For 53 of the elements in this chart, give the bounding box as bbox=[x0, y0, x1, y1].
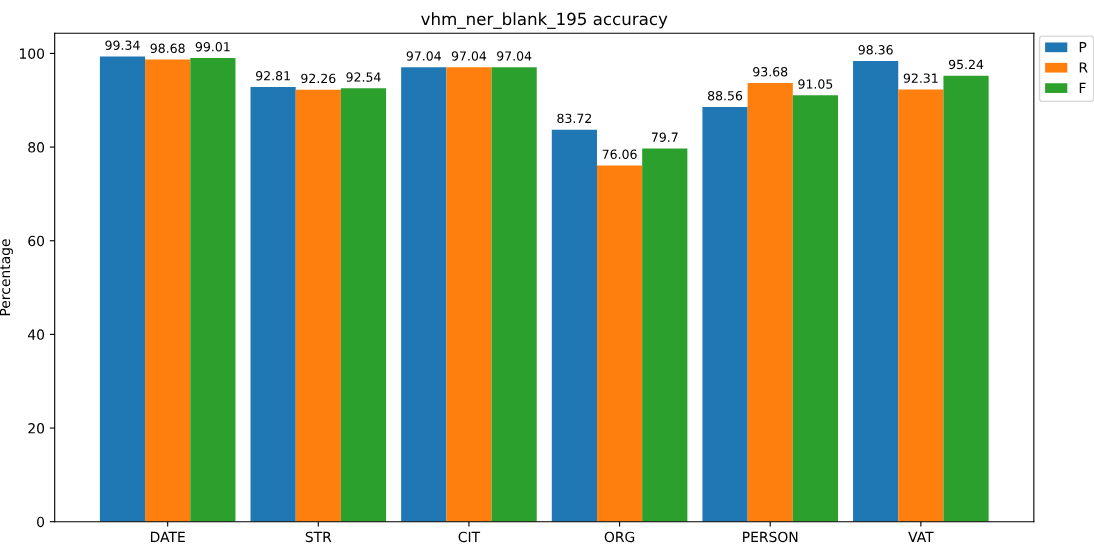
x-tick-label: ORG bbox=[604, 531, 635, 543]
data-label: 88.56 bbox=[707, 90, 743, 101]
data-label: 99.01 bbox=[195, 42, 230, 52]
bar bbox=[446, 67, 492, 522]
y-tick-label: 40 bbox=[27, 329, 45, 340]
y-axis-title: Percentage bbox=[0, 239, 13, 316]
bar bbox=[491, 67, 537, 522]
y-tick-label: 100 bbox=[19, 48, 45, 59]
y-tick-label: 60 bbox=[28, 235, 45, 247]
data-label: 98.68 bbox=[150, 43, 185, 54]
y-tick-label: 80 bbox=[28, 142, 45, 153]
data-label: 93.68 bbox=[753, 66, 788, 77]
chart-title: vhm_ner_blank_195 accuracy bbox=[421, 12, 668, 29]
data-label: 79.7 bbox=[651, 132, 678, 142]
data-label: 95.24 bbox=[948, 59, 984, 70]
data-label: 91.05 bbox=[798, 79, 833, 89]
y-tick-label: 20 bbox=[28, 423, 45, 434]
legend-label: F bbox=[1079, 82, 1086, 93]
data-label: 76.06 bbox=[602, 149, 637, 159]
bar bbox=[642, 148, 688, 522]
bar bbox=[99, 56, 146, 522]
data-label: 83.72 bbox=[557, 113, 592, 124]
bar bbox=[943, 75, 989, 522]
y-tick-label: 0 bbox=[37, 516, 45, 528]
data-label: 97.04 bbox=[451, 51, 487, 61]
bar bbox=[898, 89, 944, 522]
data-label: 99.34 bbox=[105, 40, 140, 50]
bar bbox=[596, 165, 643, 522]
data-label: 97.04 bbox=[497, 51, 532, 61]
x-tick-label: DATE bbox=[150, 531, 185, 542]
legend-label: P bbox=[1079, 42, 1087, 53]
data-label: 92.54 bbox=[346, 72, 381, 82]
bar bbox=[401, 67, 447, 522]
bar bbox=[551, 129, 597, 522]
bar bbox=[853, 61, 899, 522]
data-label: 92.81 bbox=[256, 71, 290, 81]
data-label: 98.36 bbox=[858, 45, 893, 55]
bar bbox=[295, 89, 341, 522]
bar bbox=[792, 95, 838, 522]
bar bbox=[340, 88, 387, 522]
data-label: 92.31 bbox=[903, 73, 938, 83]
x-tick-label: CIT bbox=[458, 531, 481, 543]
bar bbox=[250, 87, 296, 522]
bar bbox=[145, 59, 191, 522]
x-tick-label: STR bbox=[305, 531, 332, 543]
x-tick-label: VAT bbox=[908, 531, 934, 542]
x-tick-label: PERSON bbox=[743, 531, 798, 543]
data-label: 92.26 bbox=[301, 73, 336, 84]
bar bbox=[747, 83, 793, 522]
bar bbox=[190, 58, 236, 522]
bar bbox=[702, 107, 748, 522]
legend-label: R bbox=[1079, 62, 1088, 73]
data-label: 97.04 bbox=[406, 51, 441, 61]
